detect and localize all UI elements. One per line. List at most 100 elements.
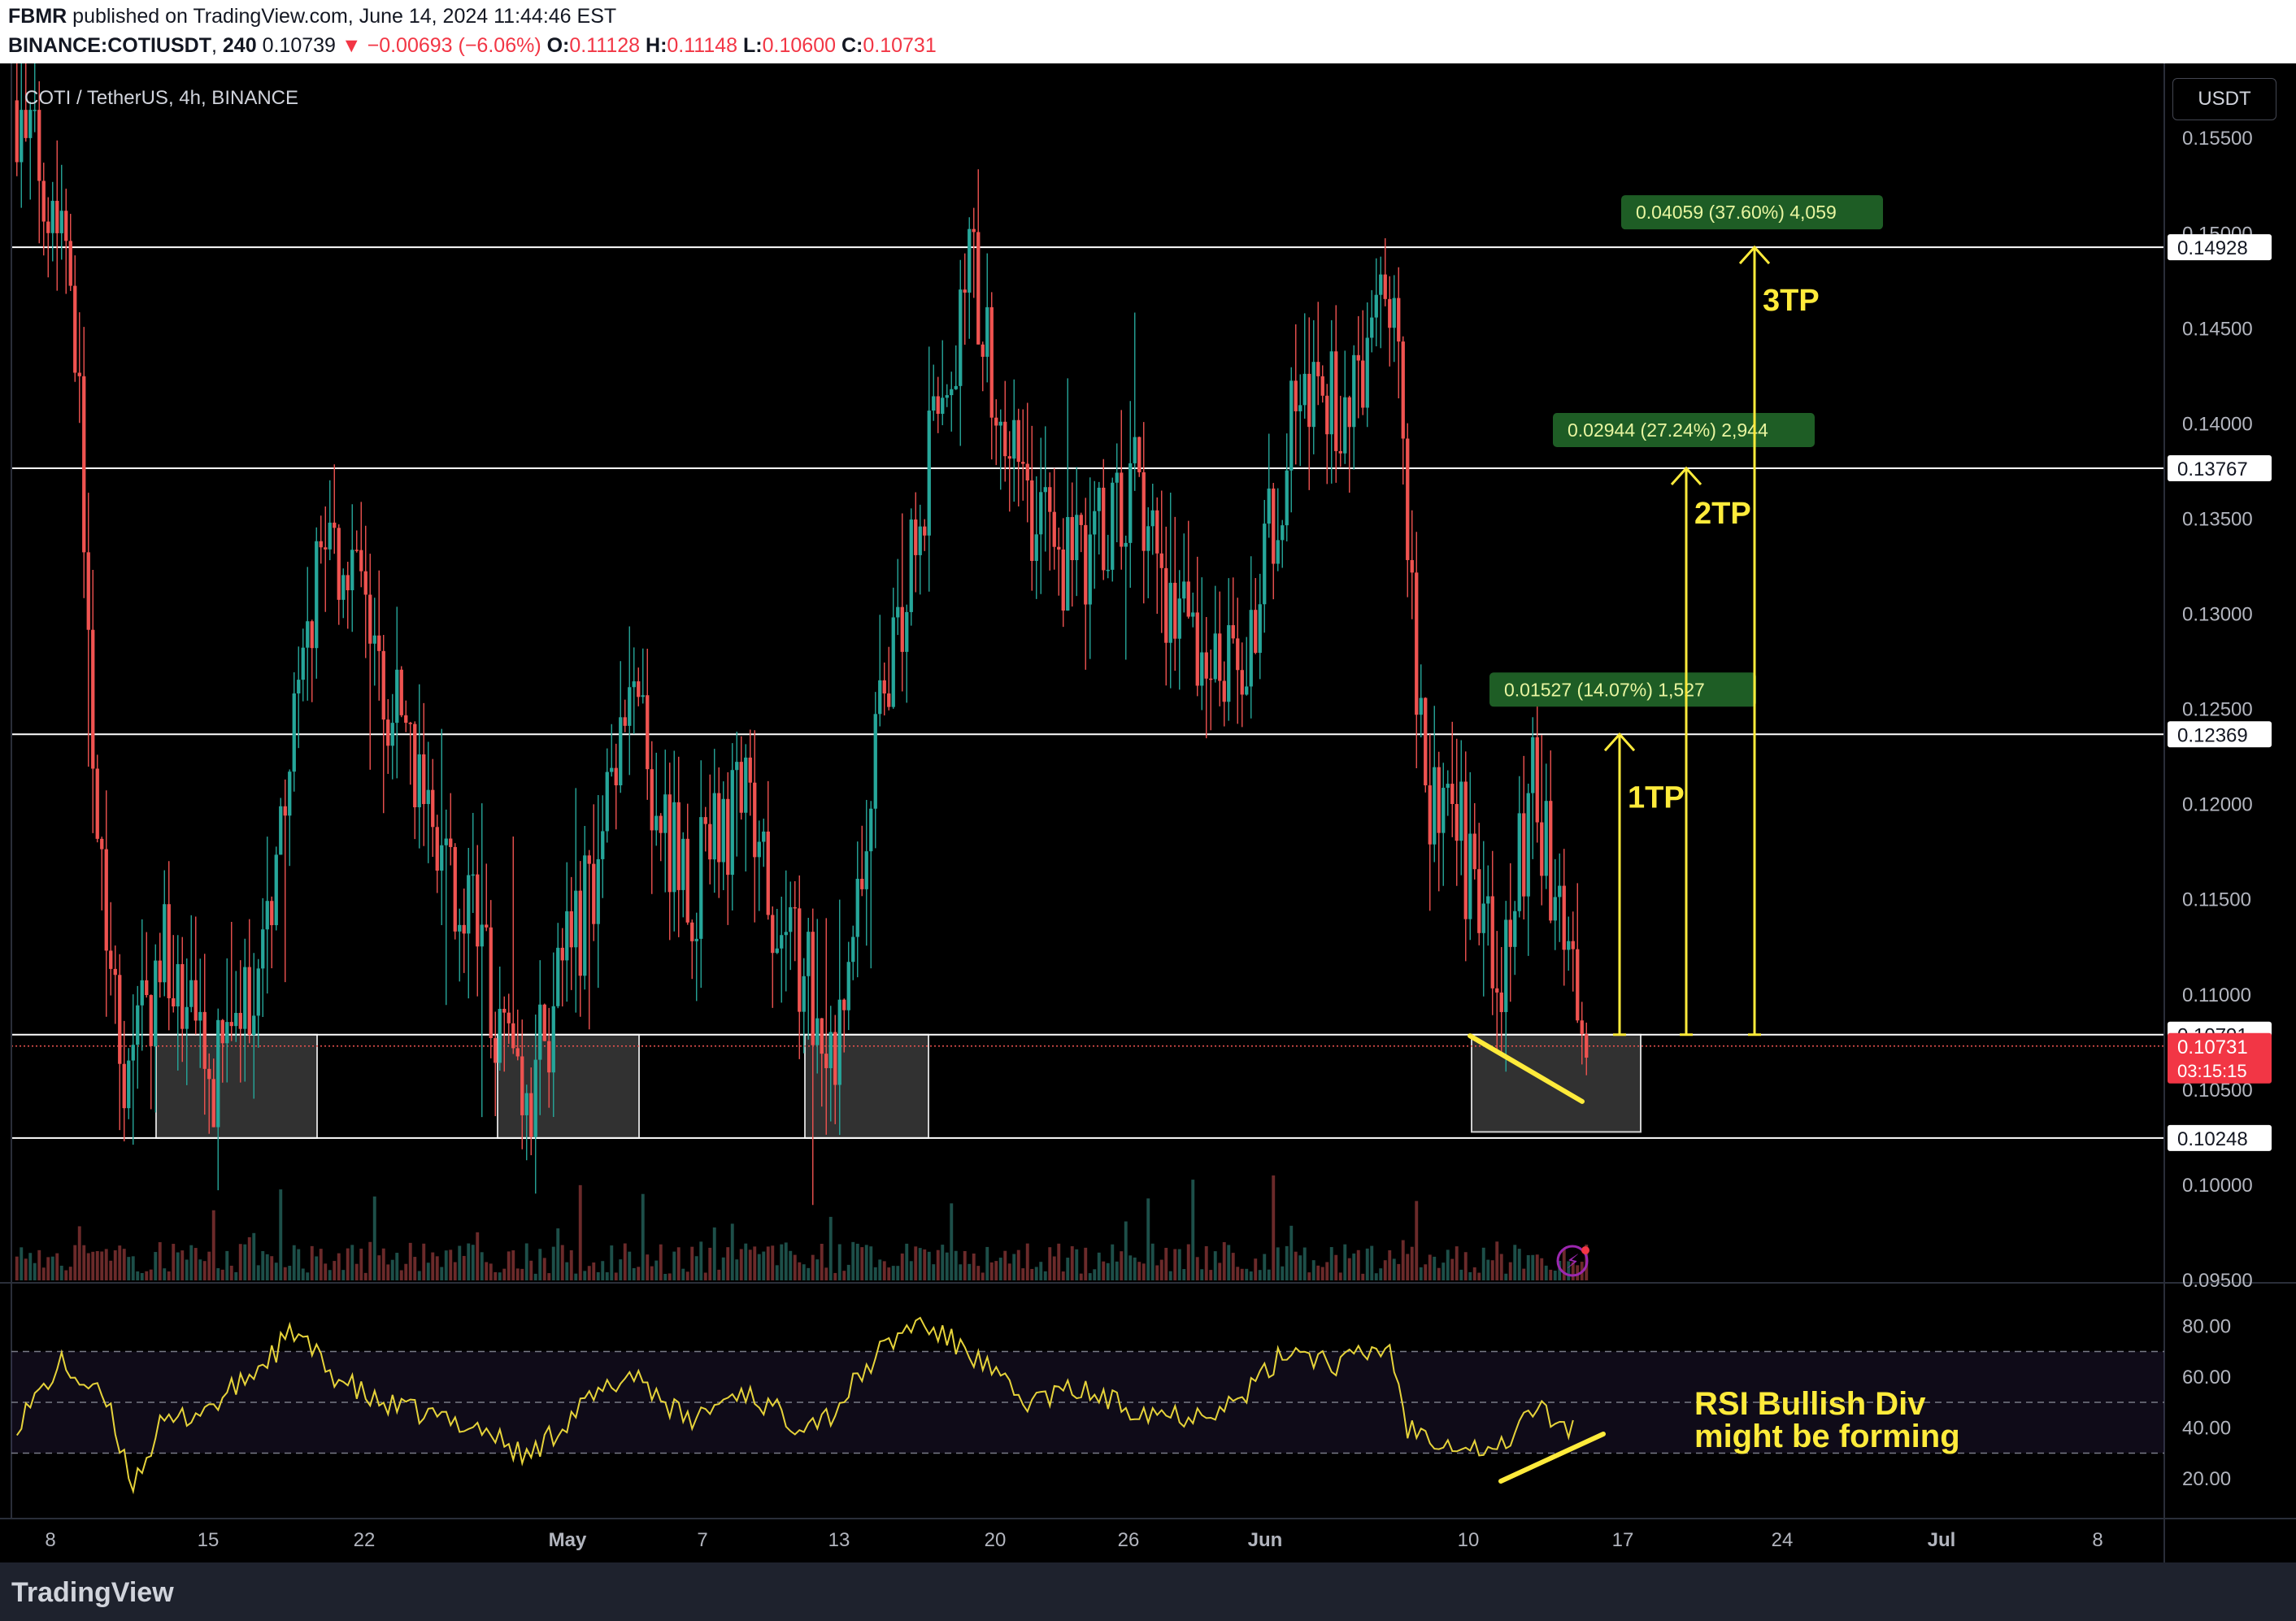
time-axis[interactable]: 8 15 22 May 7 13 20 26 Jun 10 17 24 Jul 8 <box>45 1529 2102 1551</box>
price-chart[interactable]: 1TP 0.01527 (14.07%) 1,527 2TP 0.02944 (27.… <box>0 63 2296 1562</box>
volume-bar <box>789 1250 793 1280</box>
volume-bar <box>1200 1269 1204 1280</box>
candle-body <box>471 874 475 876</box>
volume-bar <box>1459 1269 1463 1280</box>
last-price-label: 0.10731 <box>2177 1036 2248 1058</box>
candle-body <box>1097 487 1101 511</box>
volume-bar <box>1249 1271 1253 1280</box>
candle-body <box>73 285 77 373</box>
measure-box <box>1621 195 1883 230</box>
candle-body <box>1285 470 1289 526</box>
volume-bar <box>73 1245 77 1280</box>
candle-body <box>1580 1020 1584 1035</box>
candle-body <box>381 650 385 720</box>
candle-body <box>824 1054 828 1068</box>
volume-bar <box>959 1264 963 1280</box>
alert-dot-icon <box>1581 1246 1589 1254</box>
low-label: L: <box>743 34 763 57</box>
volume-bar <box>225 1250 229 1280</box>
volume-bar <box>905 1243 909 1280</box>
author-name[interactable]: FBMR <box>8 5 67 28</box>
publish-date: published on TradingView.com, June 14, 2… <box>67 5 617 28</box>
candle-body <box>592 863 596 924</box>
volume-bar <box>968 1263 972 1280</box>
candle-body <box>918 526 922 555</box>
publish-info: FBMR published on TradingView.com, June … <box>8 5 616 28</box>
price-divergence-line <box>1468 1033 1585 1104</box>
currency-button[interactable]: USDT <box>2172 78 2276 120</box>
volume-bar <box>1102 1261 1106 1280</box>
candle-body <box>270 901 274 926</box>
candle-body <box>1365 337 1369 408</box>
volume-bar <box>55 1253 59 1280</box>
measure-box <box>1553 412 1815 447</box>
candle-body <box>1249 610 1253 687</box>
candlesticks[interactable] <box>15 63 1589 1206</box>
volume-bar <box>1415 1201 1419 1280</box>
volume-bar <box>1204 1245 1208 1280</box>
candle-body <box>1379 274 1383 295</box>
volume-bar <box>328 1270 332 1280</box>
volume-bar <box>712 1227 716 1280</box>
time-tick-label: 7 <box>697 1529 707 1551</box>
price-tick-label: 0.14000 <box>2182 413 2253 435</box>
volume-bar <box>1182 1269 1186 1280</box>
volume-bar <box>1549 1269 1553 1280</box>
volume-bar <box>766 1246 770 1280</box>
volume-bar <box>198 1259 202 1280</box>
bar-countdown: 03:15:15 <box>2177 1061 2247 1081</box>
candle-body <box>560 947 564 961</box>
candle-body <box>646 695 650 770</box>
candle-body <box>842 999 846 1010</box>
volume-bar <box>998 1258 1002 1280</box>
volume-bar <box>1383 1260 1387 1280</box>
candle-body <box>565 910 569 961</box>
volume-bar <box>1522 1268 1526 1280</box>
candle-body <box>1558 885 1562 897</box>
candle-body <box>659 815 663 833</box>
candle-body <box>404 715 408 724</box>
candle-body <box>292 693 296 772</box>
candle-body <box>310 621 314 649</box>
volume-bar <box>708 1247 712 1280</box>
volume-bar <box>1111 1244 1115 1280</box>
volume-bar <box>1455 1246 1459 1280</box>
volume-bar <box>109 1260 113 1280</box>
volume-bar <box>1159 1259 1163 1280</box>
volume-bar <box>726 1247 730 1280</box>
volume-bar <box>435 1256 439 1280</box>
volume-bar <box>659 1244 663 1280</box>
volume-bar <box>529 1260 533 1280</box>
candle-body <box>1263 524 1267 605</box>
price-axis[interactable]: 0.155000.150000.145000.140000.135000.130… <box>0 63 2296 1562</box>
candle-body <box>413 724 417 808</box>
volume-bar <box>945 1252 949 1280</box>
candle-body <box>1504 919 1508 1012</box>
volume-bar <box>976 1266 981 1280</box>
candle-body <box>941 398 945 415</box>
candle-body <box>1258 604 1262 654</box>
candle-body <box>1459 781 1463 841</box>
candle-body <box>1070 517 1074 561</box>
rsi-panel[interactable]: 80.00 60.00 40.00 20.00 RSI Bullish Divmight… <box>11 1315 2231 1495</box>
tradingview-logo[interactable]: TradingView <box>11 1577 174 1609</box>
candle-body <box>77 372 81 376</box>
candle-body <box>1141 472 1146 551</box>
volume-bar <box>167 1271 171 1280</box>
candle-body <box>914 519 918 555</box>
candle-body <box>998 421 1002 426</box>
volume-bar <box>471 1245 475 1280</box>
candle-body <box>1048 487 1052 512</box>
target-label: 1TP <box>1628 780 1685 815</box>
volume-bar <box>851 1241 855 1280</box>
candle-body <box>1021 462 1025 464</box>
candle-body <box>59 211 63 233</box>
candle-body <box>55 201 59 233</box>
support-zone-box <box>804 1033 929 1139</box>
volume-bar <box>1424 1264 1428 1280</box>
volume-bar <box>15 1256 19 1280</box>
candle-body <box>583 855 587 976</box>
volume-bar <box>37 1249 41 1280</box>
volume-bar <box>1567 1261 1571 1280</box>
candle-body <box>1066 517 1070 611</box>
